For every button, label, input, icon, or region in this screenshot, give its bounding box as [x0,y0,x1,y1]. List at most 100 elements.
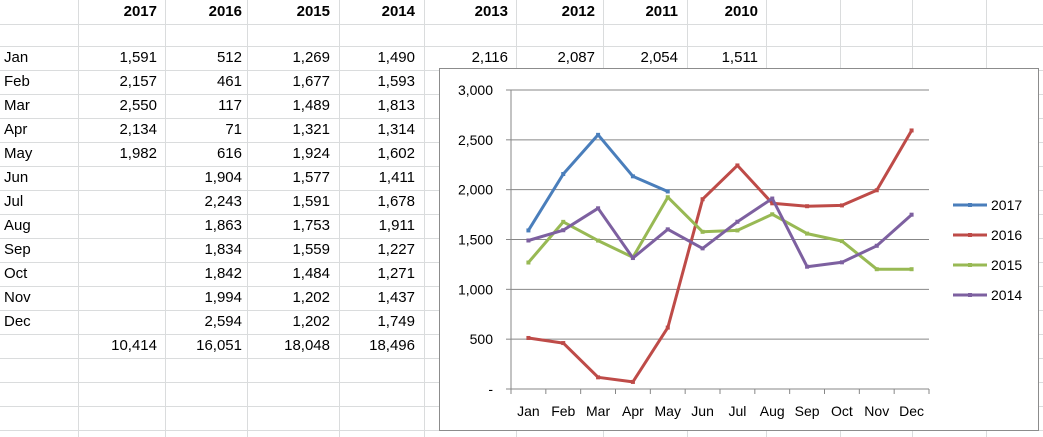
value-cell[interactable]: 2,054 [640,49,678,66]
total-cell[interactable]: 18,048 [284,337,330,354]
value-cell[interactable]: 512 [216,49,242,66]
value-cell[interactable] [77,214,157,238]
series-point-2016 [770,201,775,206]
year-header-cell[interactable]: 2016 [208,3,242,20]
value-cell[interactable]: 1,559 [292,241,330,258]
sheet-gridline-vertical [424,0,425,437]
value-cell[interactable] [77,190,157,214]
value-cell[interactable]: 1,411 [378,169,415,186]
year-header-cell[interactable]: 2012 [561,3,595,20]
x-tick-label: Jul [728,403,746,419]
series-point-2016 [630,379,635,384]
year-header-cell[interactable]: 2017 [123,3,157,20]
total-cell[interactable]: 18,496 [369,337,415,354]
value-cell[interactable]: 1,924 [292,145,330,162]
value-cell[interactable]: 2,087 [557,49,595,66]
value-cell[interactable]: 1,834 [204,241,242,258]
y-tick-label: 2,000 [458,182,493,198]
value-cell[interactable]: 2,594 [204,313,242,330]
series-point-2014 [839,260,844,265]
month-label-cell[interactable]: Nov [4,289,31,306]
value-cell[interactable]: 616 [216,145,242,162]
line-chart[interactable]: - 500 1,000 1,500 2,000 2,500 3,000 Jan Feb Mar Ap… [439,68,1039,431]
series-point-2014 [874,243,879,248]
series-point-2014 [561,228,566,233]
month-label-cell[interactable]: Jun [4,169,29,186]
series-point-2015 [909,267,914,272]
series-point-2015 [700,229,705,234]
month-label-cell[interactable]: Oct [4,265,28,282]
value-cell[interactable]: 1,677 [292,73,330,90]
value-cell[interactable] [77,166,157,190]
value-cell[interactable]: 117 [218,97,242,114]
value-cell[interactable]: 1,842 [204,265,242,282]
value-cell[interactable]: 1,227 [377,241,415,258]
month-label-cell[interactable]: Apr [4,121,28,138]
month-label-cell[interactable]: Feb [4,73,30,90]
value-cell[interactable]: 1,994 [204,289,242,306]
value-cell[interactable]: 1,591 [119,49,157,66]
value-cell[interactable]: 461 [216,73,242,90]
value-cell[interactable] [77,310,157,334]
value-cell[interactable]: 1,678 [377,193,415,210]
month-label-cell[interactable]: Sep [4,241,31,258]
year-header-cell[interactable]: 2013 [474,3,508,20]
series-point-2014 [700,246,705,251]
value-cell[interactable]: 1,202 [292,289,330,306]
series-point-2016 [805,204,810,209]
value-cell[interactable]: 1,511 [721,49,758,66]
value-cell[interactable]: 2,116 [471,49,508,66]
value-cell[interactable]: 2,243 [204,193,242,210]
value-cell[interactable]: 1,314 [377,121,415,138]
value-cell[interactable]: 2,134 [119,121,157,138]
total-cell[interactable]: 16,051 [196,337,242,354]
value-cell[interactable]: 1,489 [292,97,330,114]
value-cell[interactable]: 1,490 [377,49,415,66]
value-cell[interactable]: 1,271 [377,265,415,282]
year-header-cell[interactable]: 2011 [645,3,678,20]
value-cell[interactable] [77,286,157,310]
y-tick-label: 1,000 [458,281,493,297]
series-point-2015 [874,267,879,272]
value-cell[interactable] [77,238,157,262]
value-cell[interactable]: 1,577 [292,169,330,186]
month-label-cell[interactable]: May [4,145,33,162]
value-cell[interactable]: 1,202 [292,313,330,330]
month-label-cell[interactable]: Jul [4,193,24,210]
value-cell[interactable]: 1,269 [292,49,330,66]
x-tick-label: Aug [760,403,785,419]
value-cell[interactable]: 1,749 [377,313,415,330]
series-point-2014 [909,212,914,217]
month-label-cell[interactable]: Aug [4,217,31,234]
value-cell[interactable]: 1,813 [377,97,415,114]
value-cell[interactable]: 1,321 [292,121,330,138]
value-cell[interactable]: 2,157 [119,73,157,90]
value-cell[interactable]: 1,863 [204,217,242,234]
series-point-2014 [770,196,775,201]
value-cell[interactable] [77,262,157,286]
y-tick-label: 500 [470,331,494,347]
value-cell[interactable]: 1,484 [292,265,330,282]
value-cell[interactable]: 1,591 [292,193,330,210]
total-cell[interactable]: 10,414 [111,337,157,354]
series-point-2015 [665,195,670,200]
value-cell[interactable]: 1,904 [204,169,242,186]
value-cell[interactable]: 1,911 [378,217,415,234]
month-label-cell[interactable]: Mar [4,97,30,114]
legend-label-2015: 2015 [991,257,1022,273]
series-point-2016 [909,128,914,133]
x-tick-label: Dec [899,403,924,419]
value-cell[interactable]: 1,753 [292,217,330,234]
y-tick-label: 3,000 [458,82,493,98]
value-cell[interactable]: 1,602 [377,145,415,162]
month-label-cell[interactable]: Jan [4,49,29,66]
year-header-cell[interactable]: 2014 [381,3,415,20]
value-cell[interactable]: 2,550 [119,97,157,114]
value-cell[interactable]: 1,437 [377,289,415,306]
value-cell[interactable]: 1,982 [119,145,157,162]
value-cell[interactable]: 71 [225,121,242,138]
value-cell[interactable]: 1,593 [377,73,415,90]
year-header-cell[interactable]: 2010 [724,3,758,20]
month-label-cell[interactable]: Dec [4,313,31,330]
year-header-cell[interactable]: 2015 [296,3,330,20]
